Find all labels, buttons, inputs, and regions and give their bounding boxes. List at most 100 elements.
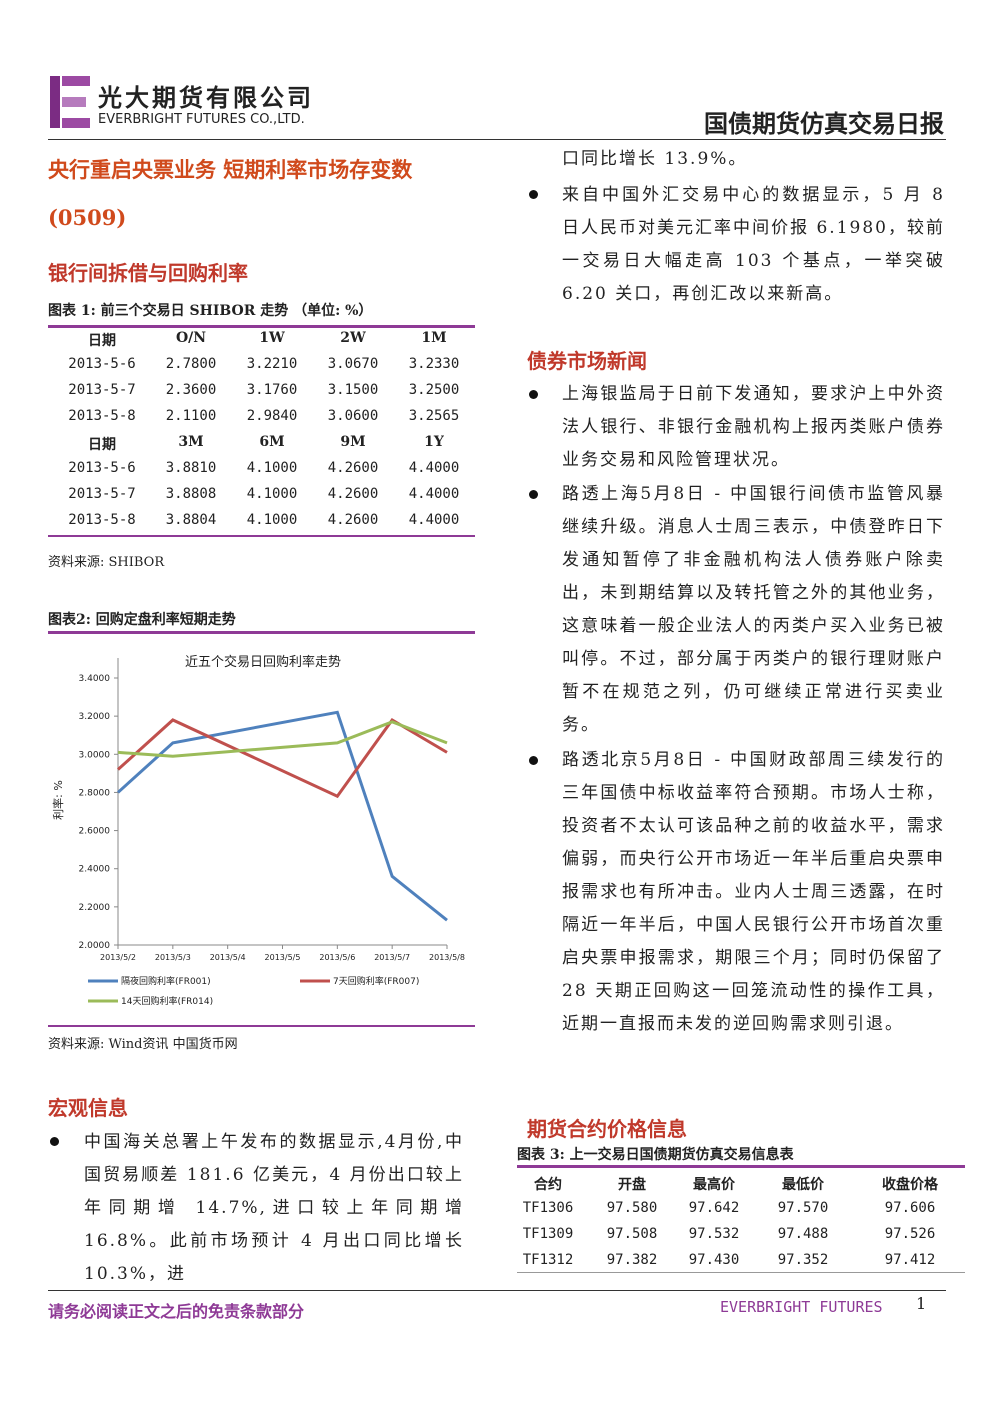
bullet	[50, 1137, 59, 1146]
table-header: 最低价	[782, 1177, 824, 1193]
table-header: 1M	[421, 330, 447, 346]
y-tick-label: 2.8000	[79, 788, 111, 798]
x-tick-label: 2013/5/7	[374, 953, 410, 962]
table-cell: 3.2565	[408, 408, 460, 424]
table-cell: 2013-5-8	[68, 512, 136, 528]
table-cell: 97.488	[777, 1226, 829, 1242]
table-cell: 4.4000	[408, 486, 460, 502]
table-cell: 2013-5-7	[68, 486, 136, 502]
table-cell: 97.570	[777, 1200, 829, 1216]
table-cell: 2013-5-6	[68, 356, 136, 372]
table-cell: 97.606	[884, 1200, 936, 1216]
table-cell: 3.2210	[246, 356, 298, 372]
legend-label: 14天回购利率(FR014)	[121, 995, 213, 1007]
paragraph: 上海银监局于日前下发通知，要求沪上中外资法人银行、非银行金融机构上报丙类账户债券…	[562, 384, 945, 470]
header-rule	[48, 139, 946, 140]
bullet	[529, 756, 538, 765]
table-rule	[48, 535, 475, 537]
table-cell: 97.532	[688, 1226, 740, 1242]
company-cn: 光大期货有限公司	[98, 83, 314, 112]
table-cell: 3.2500	[408, 382, 460, 398]
table-cell: 4.2600	[327, 512, 379, 528]
table-cell: 2.9840	[246, 408, 298, 424]
table-header: 开盘	[618, 1177, 646, 1193]
section-title: 期货合约价格信息	[527, 1117, 687, 1141]
y-axis-label: 利率: %	[51, 780, 65, 820]
chart-title: 近五个交易日回购利率走势	[185, 654, 341, 670]
chart-rule	[48, 631, 475, 634]
legend-label: 7天回购利率(FR007)	[333, 975, 419, 987]
x-tick-label: 2013/5/6	[319, 953, 355, 962]
table-rule	[517, 1165, 965, 1168]
table-rule	[517, 1272, 965, 1273]
table-cell: 3.0600	[327, 408, 379, 424]
table-cell: 3.8804	[165, 512, 217, 528]
company-en: EVERBRIGHT FUTURES CO.,LTD.	[98, 112, 305, 127]
y-tick-label: 2.6000	[79, 827, 111, 837]
section-title: 宏观信息	[48, 1096, 128, 1120]
table-cell: 4.2600	[327, 460, 379, 476]
table-header: 收盘价格	[882, 1177, 938, 1193]
paragraph: 口同比增长 13.9%。	[562, 149, 748, 169]
paragraph: 来自中国外汇交易中心的数据显示，5 月 8 日人民币对美元汇率中间价报 6.19…	[562, 185, 945, 304]
table-cell: 3.1760	[246, 382, 298, 398]
table-cell: 2.3600	[165, 382, 217, 398]
series-line	[116, 717, 448, 799]
paragraph: 中国海关总署上午发布的数据显示,4月份,中国贸易顺差 181.6 亿美元，4 月…	[84, 1132, 464, 1284]
table-cell: 97.526	[884, 1226, 936, 1242]
table-cell: 3.1500	[327, 382, 379, 398]
chart-rule	[48, 1025, 475, 1027]
table-caption: 图表 1: 前三个交易日 SHIBOR 走势 （单位: %）	[48, 303, 373, 319]
paragraph: 路透北京5月8日 - 中国财政部周三续发行的三年国债中标收益率符合预期。市场人士…	[562, 750, 945, 1034]
series-line	[116, 710, 448, 922]
y-tick-label: 2.0000	[79, 941, 111, 951]
footer-rule	[48, 1290, 946, 1291]
bullet	[529, 390, 538, 399]
section-title: 银行间拆借与回购利率	[48, 261, 248, 285]
series-line	[117, 720, 448, 758]
table-cell: 2013-5-8	[68, 408, 136, 424]
logo	[50, 76, 90, 128]
chart-caption: 图表2: 回购定盘利率短期走势	[48, 612, 236, 628]
bullet	[529, 490, 538, 499]
table-cell: 97.580	[606, 1200, 658, 1216]
table-cell: 2013-5-7	[68, 382, 136, 398]
date: (0509)	[48, 205, 127, 230]
bullet	[529, 190, 538, 199]
table-cell: 4.4000	[408, 460, 460, 476]
table-cell: 3.2330	[408, 356, 460, 372]
table-cell: 4.2600	[327, 486, 379, 502]
brand: EVERBRIGHT FUTURES	[720, 1298, 883, 1316]
table-header: 3M	[178, 434, 204, 450]
table-cell: 2013-5-6	[68, 460, 136, 476]
table-cell: TF1312	[522, 1252, 574, 1268]
section-title: 债券市场新闻	[527, 349, 647, 373]
table-cell: 97.352	[777, 1252, 829, 1268]
x-tick-label: 2013/5/8	[429, 953, 465, 962]
table-header: 1W	[259, 330, 285, 346]
x-tick-label: 2013/5/5	[265, 953, 301, 962]
table-rule	[48, 325, 475, 328]
table-header: 2W	[340, 330, 366, 346]
table-cell: 97.642	[688, 1200, 740, 1216]
table-cell: TF1306	[522, 1200, 574, 1216]
legend-label: 隔夜回购利率(FR001)	[121, 975, 211, 987]
table-header: 6M	[259, 434, 285, 450]
y-tick-label: 3.2000	[79, 712, 111, 722]
x-tick-label: 2013/5/3	[155, 953, 191, 962]
page-number: 1	[916, 1294, 927, 1313]
source: 资料来源: Wind资讯 中国货币网	[48, 1037, 238, 1052]
y-tick-label: 2.2000	[79, 903, 111, 913]
x-tick-label: 2013/5/2	[100, 953, 136, 962]
table-header: 9M	[340, 434, 366, 450]
table-cell: 3.0670	[327, 356, 379, 372]
paragraph: 路透上海5月8日 - 中国银行间债市监管风暴继续升级。消息人士周三表示，中债登昨…	[562, 484, 945, 735]
table-cell: 97.508	[606, 1226, 658, 1242]
table-cell: 97.412	[884, 1252, 936, 1268]
table-cell: 4.1000	[246, 460, 298, 476]
x-tick-label: 2013/5/4	[210, 953, 246, 962]
table-cell: 2.7800	[165, 356, 217, 372]
table-cell: 97.430	[688, 1252, 740, 1268]
y-tick-label: 2.4000	[79, 865, 111, 875]
source: 资料来源: SHIBOR	[48, 555, 165, 570]
